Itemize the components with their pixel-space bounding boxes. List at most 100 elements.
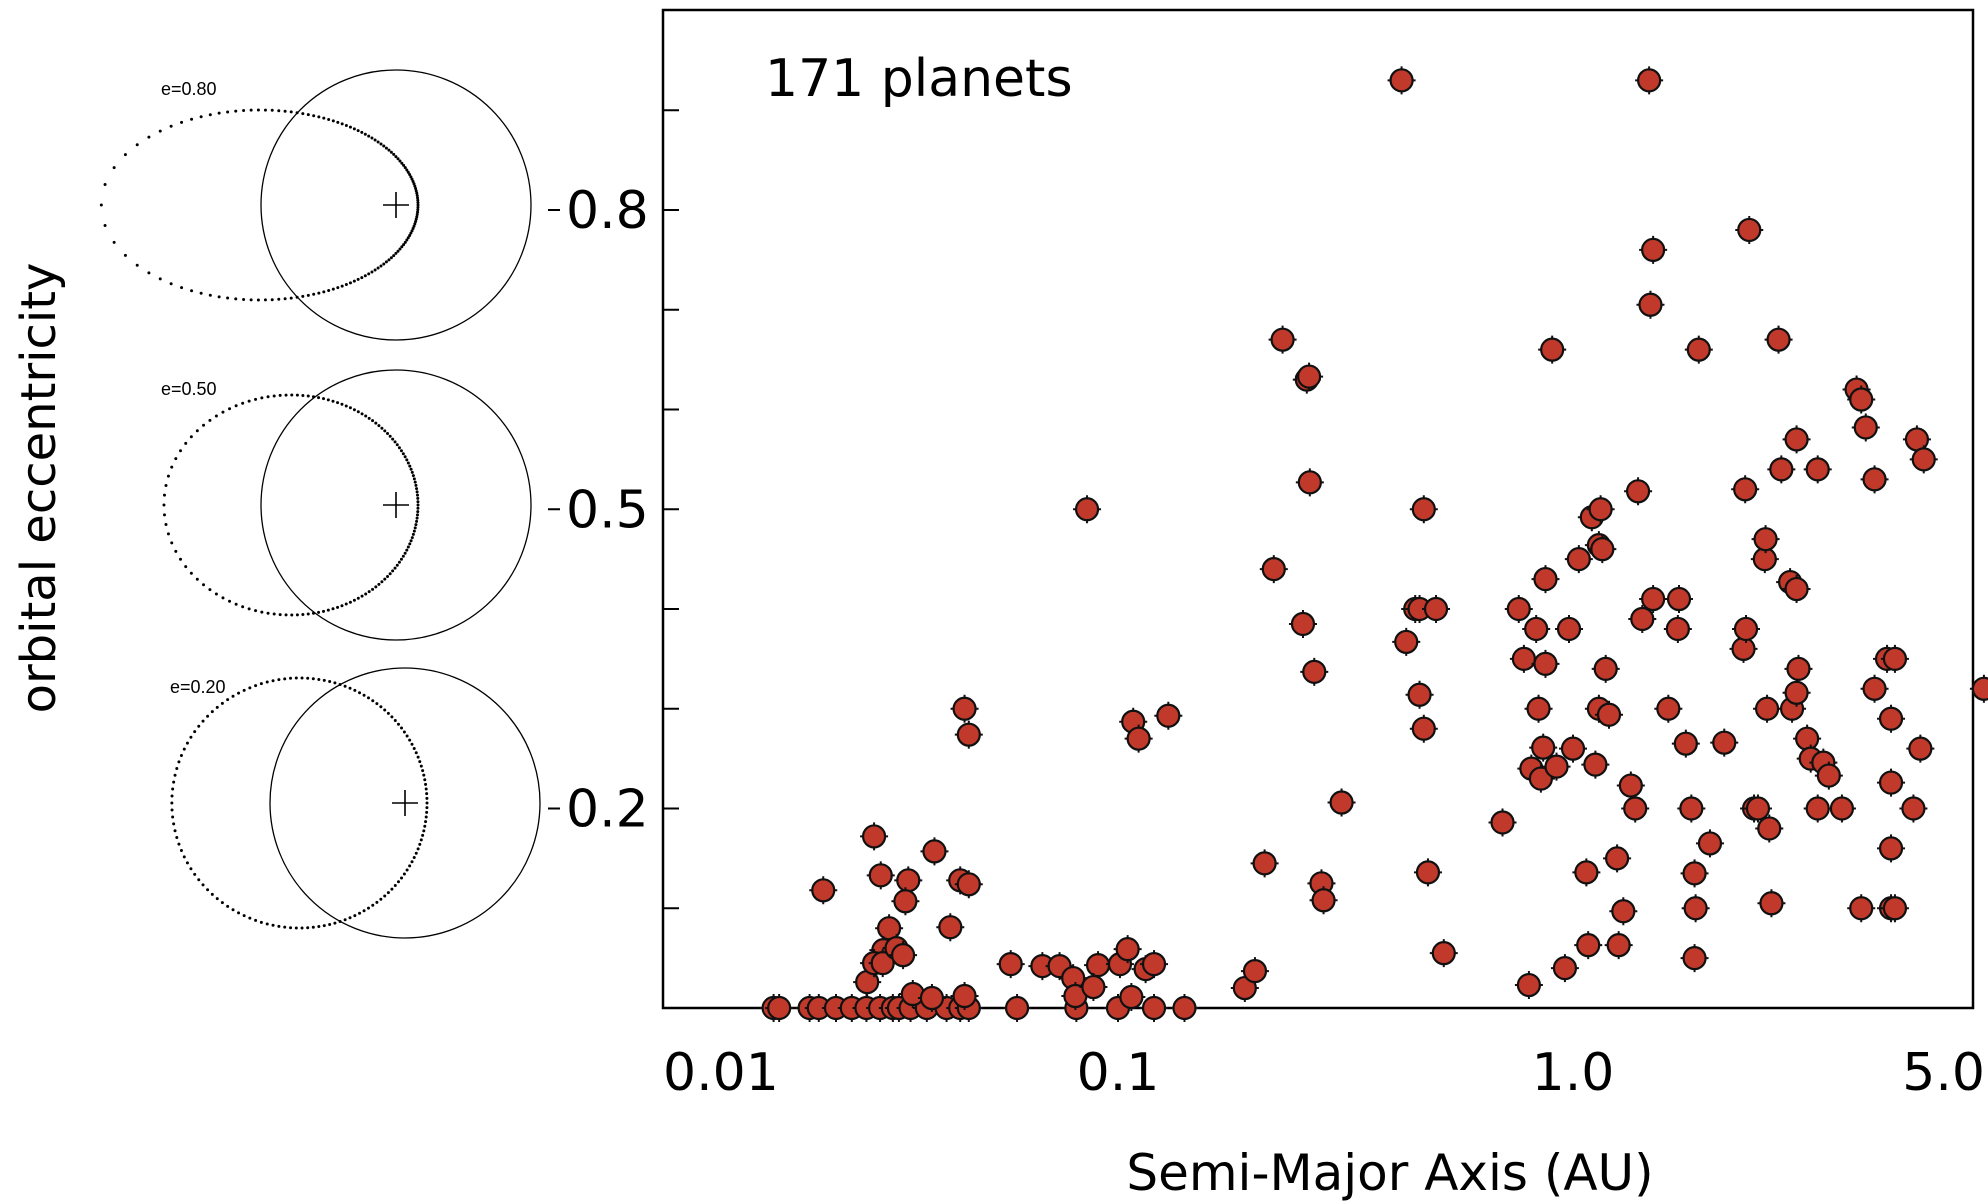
planet-point — [1609, 897, 1638, 926]
y-tick-label: 0.5 — [566, 480, 649, 540]
planet-point — [1514, 971, 1543, 1000]
planet-point — [1170, 994, 1199, 1022]
orbit-label: e=0.20 — [170, 677, 226, 697]
planet-point — [1230, 974, 1259, 1003]
planet-point — [1124, 724, 1153, 753]
planet-point — [1531, 649, 1560, 678]
planet-point — [1731, 475, 1760, 504]
planet-point — [1616, 771, 1645, 800]
planet-point — [1784, 654, 1813, 683]
planet-point — [920, 837, 949, 866]
planet-point — [1757, 889, 1786, 918]
planet-point — [1735, 215, 1764, 244]
planet-point — [1555, 614, 1584, 643]
orbit-label: e=0.80 — [161, 79, 217, 99]
planet-point — [1542, 752, 1571, 781]
y-axis-ticks — [664, 109, 679, 910]
planet-point — [1288, 609, 1317, 638]
planet-point — [917, 984, 946, 1013]
planet-point — [1079, 973, 1108, 1002]
planet-point — [1529, 733, 1558, 762]
planet-point — [1782, 425, 1811, 454]
orbit-diagram-e050: e=0.50 — [161, 369, 532, 641]
planet-point — [1603, 844, 1632, 873]
orbit-examples: e=0.80 e=0.50 e=0.20 — [99, 69, 541, 939]
planet-point — [1732, 614, 1760, 643]
planet-point — [1488, 808, 1517, 837]
planet-point — [1550, 954, 1579, 983]
planet-point — [1710, 728, 1739, 757]
planet-point — [1803, 455, 1832, 484]
planet-point — [936, 913, 965, 942]
planet-point — [1117, 983, 1146, 1012]
eccentric-orbit — [170, 676, 429, 930]
star-marker — [383, 192, 409, 218]
planet-point — [1154, 701, 1183, 730]
planet-point — [1814, 761, 1843, 790]
planet-point — [1628, 604, 1657, 633]
planet-point — [1240, 957, 1269, 986]
planet-point — [1524, 694, 1553, 723]
planet-point — [1409, 495, 1438, 524]
planet-point — [950, 694, 979, 723]
planet-point — [1574, 931, 1603, 960]
planet-point — [1680, 859, 1709, 888]
planet-point — [1639, 235, 1668, 264]
planet-point — [1309, 886, 1338, 915]
planet-point — [1300, 657, 1329, 686]
x-tick-label: 0.01 — [663, 1043, 779, 1103]
planet-point — [1059, 964, 1088, 993]
planet-point — [1522, 614, 1551, 643]
planet-point — [1899, 794, 1928, 823]
planet-point — [1591, 654, 1620, 683]
planet-point — [1663, 614, 1692, 643]
planet-point — [1680, 944, 1709, 973]
planet-point — [809, 876, 838, 905]
y-tick-label: 0.8 — [566, 181, 649, 241]
planet-point — [1877, 704, 1906, 733]
planet-point — [1140, 994, 1169, 1022]
planet-point — [1860, 465, 1889, 494]
planet-point — [1295, 362, 1324, 391]
circular-orbit — [260, 369, 532, 641]
planet-point — [950, 982, 979, 1011]
scatter-points — [759, 66, 1988, 1022]
planet-point — [1755, 814, 1784, 843]
planet-point — [1405, 680, 1434, 709]
planet-point — [954, 720, 983, 749]
orbit-diagram-e080: e=0.80 — [99, 69, 532, 341]
planet-point — [1767, 455, 1796, 484]
planet-point — [1671, 729, 1700, 758]
planet-point — [1531, 565, 1560, 594]
planet-point — [1880, 644, 1909, 673]
planet-point — [1140, 950, 1169, 979]
planet-point — [1681, 894, 1710, 923]
planet-point — [1586, 495, 1615, 524]
planet-point — [1636, 290, 1665, 319]
planet-point — [866, 861, 895, 890]
planet-point — [1684, 335, 1713, 364]
planet-point — [1268, 325, 1297, 354]
planet-point — [1695, 829, 1724, 858]
planet-point — [1909, 445, 1938, 474]
planet-point — [1665, 585, 1694, 614]
planet-point — [1073, 495, 1102, 524]
planet-point — [1422, 595, 1451, 623]
x-tick-label: 1.0 — [1532, 1043, 1615, 1103]
planet-point — [860, 822, 889, 851]
planet-point — [1635, 66, 1664, 95]
planet-point — [1880, 894, 1909, 923]
planet-point — [889, 941, 918, 970]
y-tick-labels: 0.8 0.5 0.2 — [548, 181, 649, 840]
star-marker — [383, 492, 409, 518]
planet-point — [1250, 849, 1279, 878]
planet-point — [1827, 794, 1856, 823]
x-tick-labels: 0.01 0.1 1.0 5.0 — [663, 1043, 1985, 1103]
eccentric-orbit — [99, 108, 420, 302]
planet-point — [1392, 627, 1421, 656]
orbit-label: e=0.50 — [161, 379, 217, 399]
planet-count-annotation: 171 planets — [765, 49, 1073, 109]
y-axis-label: orbital eccentricity — [11, 263, 67, 714]
planet-point — [1847, 894, 1876, 923]
planet-point — [1504, 595, 1533, 623]
